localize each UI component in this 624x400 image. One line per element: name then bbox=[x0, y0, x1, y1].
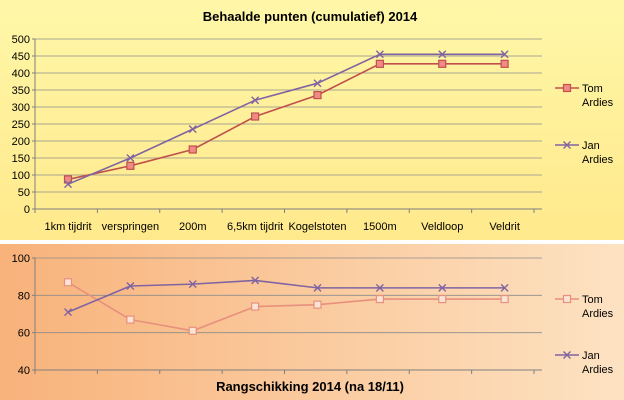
legend-label: Ardies bbox=[582, 154, 614, 166]
legend-swatch-marker bbox=[562, 294, 572, 304]
data-point-jan bbox=[313, 283, 322, 292]
y-tick-label: 80 bbox=[18, 290, 30, 302]
series-line-tom bbox=[67, 281, 505, 332]
data-point-tom bbox=[313, 300, 322, 309]
y-tick-label: 500 bbox=[12, 34, 30, 46]
y-tick-label: 40 bbox=[18, 365, 30, 377]
data-point-tom bbox=[438, 294, 447, 304]
data-point-tom bbox=[313, 90, 322, 100]
y-tick-label: 250 bbox=[12, 119, 30, 131]
legend-label: Tom bbox=[582, 294, 603, 306]
data-point-tom bbox=[126, 315, 135, 324]
data-point-tom bbox=[438, 59, 447, 68]
x-tick-label: Veldrit bbox=[489, 221, 520, 233]
y-tick-label: 100 bbox=[12, 170, 30, 182]
chart2-y-tick-labels: 40 60 80 100 bbox=[12, 253, 30, 377]
data-point-tom bbox=[251, 112, 260, 121]
y-tick-label: 450 bbox=[12, 51, 30, 63]
y-tick-label: 150 bbox=[12, 153, 30, 165]
data-point-jan bbox=[64, 308, 72, 317]
legend-label: Ardies bbox=[582, 308, 614, 320]
data-point-tom bbox=[188, 145, 197, 154]
y-tick-label: 400 bbox=[12, 68, 30, 80]
data-point-jan bbox=[188, 125, 197, 134]
cumulative-points-chart: Behaalde punten (cumulatief) 2014 0 50 100… bbox=[0, 0, 624, 240]
data-point-jan bbox=[500, 50, 509, 59]
y-tick-label: 100 bbox=[12, 253, 30, 265]
x-tick-label: verspringen bbox=[102, 221, 159, 233]
data-point-jan bbox=[126, 154, 135, 162]
chart1-series bbox=[63, 50, 509, 189]
chart1-background bbox=[0, 0, 624, 240]
data-point-tom bbox=[375, 294, 384, 304]
data-point-jan bbox=[375, 283, 384, 292]
data-point-jan bbox=[251, 276, 260, 285]
series-line-tom bbox=[67, 63, 505, 181]
data-point-tom bbox=[500, 59, 509, 68]
series-line-jan bbox=[67, 279, 505, 313]
data-point-jan bbox=[313, 79, 322, 88]
series-line-jan bbox=[67, 53, 505, 185]
chart1-title: Behaalde punten (cumulatief) 2014 bbox=[203, 9, 418, 24]
y-tick-label: 60 bbox=[18, 328, 30, 340]
x-tick-label: 200m bbox=[179, 221, 207, 233]
data-point-jan bbox=[188, 280, 197, 289]
legend-swatch-marker bbox=[563, 141, 571, 149]
data-point-tom bbox=[500, 294, 509, 304]
legend-swatch-marker bbox=[562, 83, 572, 93]
data-point-jan bbox=[64, 180, 72, 189]
ranking-chart: 40 60 80 100 Tom Ardies Jan Ardies Rangschikki… bbox=[0, 244, 624, 400]
legend-label: Jan bbox=[582, 350, 600, 362]
legend-label: Tom bbox=[582, 83, 603, 95]
chart1-y-tick-labels: 0 50 100 150 200 250 300 350 400 450 500 bbox=[12, 34, 30, 216]
x-tick-label: 6,5km tijdrit bbox=[227, 221, 283, 233]
data-point-jan bbox=[251, 96, 260, 105]
x-tick-label: 1km tijdrit bbox=[44, 221, 91, 233]
chart1-x-tick-labels: 1km tijdrit verspringen 200m 6,5km tijdrit K… bbox=[44, 221, 519, 233]
y-tick-label: 0 bbox=[24, 204, 30, 216]
chart1-legend: Tom Ardies Jan Ardies bbox=[555, 83, 614, 166]
legend-label: Jan bbox=[582, 140, 600, 152]
chart1-gridlines bbox=[32, 38, 542, 213]
legend-label: Ardies bbox=[582, 97, 614, 109]
legend-swatch-marker bbox=[563, 351, 571, 359]
x-tick-label: Veldloop bbox=[421, 221, 463, 233]
chart2-gridlines bbox=[32, 257, 542, 374]
data-point-jan bbox=[375, 50, 384, 59]
x-tick-label: Kogelstoten bbox=[288, 221, 346, 233]
data-point-tom bbox=[63, 278, 73, 287]
data-point-tom bbox=[188, 326, 197, 335]
y-tick-label: 200 bbox=[12, 136, 30, 148]
data-point-tom bbox=[375, 59, 384, 68]
chart2-title: Rangschikking 2014 (na 18/11) bbox=[216, 379, 404, 394]
data-point-tom bbox=[63, 175, 73, 184]
chart2-series bbox=[63, 276, 509, 335]
legend-label: Ardies bbox=[582, 364, 614, 376]
data-point-jan bbox=[126, 282, 135, 290]
y-tick-label: 50 bbox=[18, 187, 30, 199]
chart2-background bbox=[0, 244, 624, 400]
data-point-tom bbox=[251, 302, 260, 311]
data-point-jan bbox=[438, 50, 447, 59]
data-point-jan bbox=[438, 283, 447, 292]
y-tick-label: 300 bbox=[12, 102, 30, 114]
chart2-legend: Tom Ardies Jan Ardies bbox=[555, 294, 614, 376]
x-tick-label: 1500m bbox=[363, 221, 397, 233]
data-point-tom bbox=[126, 161, 135, 170]
y-tick-label: 350 bbox=[12, 85, 30, 97]
data-point-jan bbox=[500, 283, 509, 292]
